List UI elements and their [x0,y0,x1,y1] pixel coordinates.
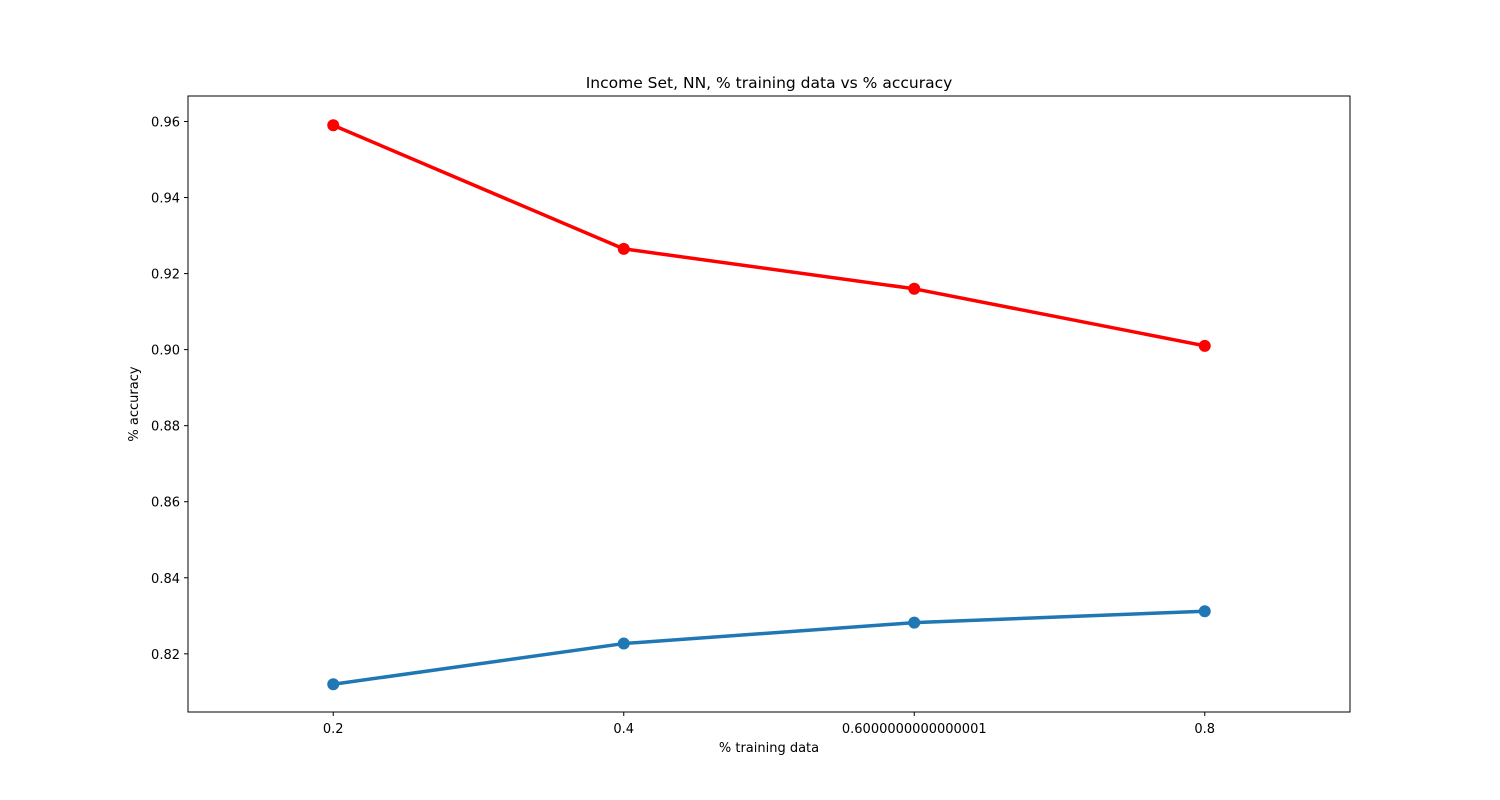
series-1 [327,605,1211,691]
x-tick-label: 0.2 [323,722,344,737]
data-point [617,242,630,255]
data-point [1198,339,1211,352]
x-tick-label: 0.6000000000000001 [842,722,987,737]
x-tick-label: 0.8 [1194,722,1215,737]
x-axis: 0.2 0.4 0.6000000000000001 0.8 [323,712,1215,737]
series-line [331,123,1207,348]
chart-title: Income Set, NN, % training data vs % acc… [586,74,953,92]
y-tick-label: 0.96 [151,115,180,130]
data-point [327,119,340,132]
y-tick-label: 0.90 [151,344,180,359]
y-tick-label: 0.86 [151,496,180,511]
plot-area [327,119,1211,691]
y-axis: 0.82 0.84 0.86 0.88 0.90 0.92 0.94 0.96 [151,115,188,663]
y-tick-label: 0.92 [151,268,180,283]
data-point [617,637,630,650]
y-tick-label: 0.82 [151,648,180,663]
y-tick-label: 0.94 [151,192,180,207]
y-tick-label: 0.88 [151,420,180,435]
y-axis-label: % accuracy [127,366,142,441]
series-line [331,609,1207,686]
data-point [327,678,340,691]
series-0 [327,119,1211,352]
data-point [908,616,921,629]
data-point [1198,605,1211,618]
x-tick-label: 0.4 [613,722,634,737]
x-axis-label: % training data [719,741,819,756]
y-tick-label: 0.84 [151,572,180,587]
plot-frame [187,95,1351,713]
data-point [908,282,921,295]
